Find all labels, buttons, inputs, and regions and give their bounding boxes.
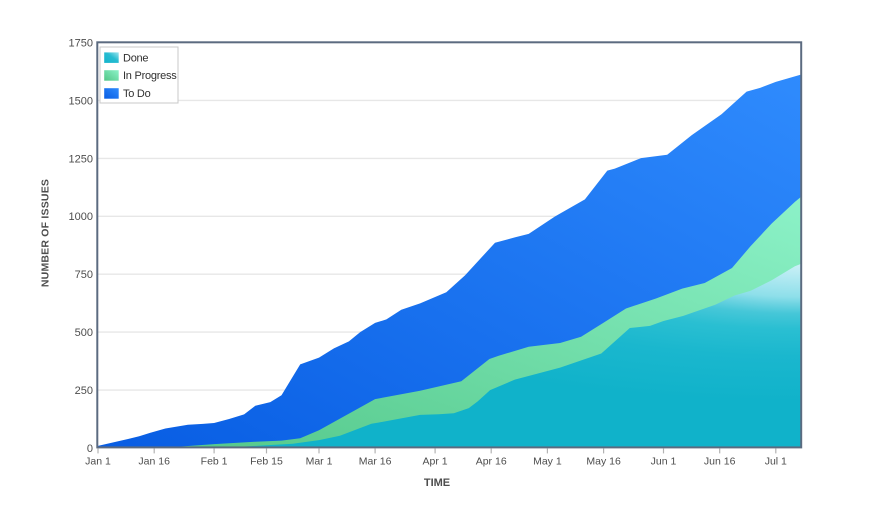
svg-text:1750: 1750 xyxy=(69,37,93,49)
svg-text:Feb 1: Feb 1 xyxy=(201,455,228,467)
svg-text:Jan 1: Jan 1 xyxy=(85,455,111,467)
svg-text:250: 250 xyxy=(75,385,93,397)
svg-text:Mar 16: Mar 16 xyxy=(359,455,392,467)
svg-text:Jun 16: Jun 16 xyxy=(704,455,736,467)
svg-text:Apr 1: Apr 1 xyxy=(423,455,448,467)
svg-text:NUMBER OF ISSUES: NUMBER OF ISSUES xyxy=(40,179,52,287)
svg-text:750: 750 xyxy=(75,269,93,281)
svg-text:TIME: TIME xyxy=(424,477,450,489)
svg-text:Jun 1: Jun 1 xyxy=(651,455,677,467)
svg-text:1500: 1500 xyxy=(69,95,93,107)
svg-text:In Progress: In Progress xyxy=(123,70,177,82)
svg-text:Feb 15: Feb 15 xyxy=(250,455,283,467)
svg-text:Jul 1: Jul 1 xyxy=(765,455,787,467)
svg-text:1250: 1250 xyxy=(69,153,93,165)
svg-text:0: 0 xyxy=(87,443,93,455)
svg-text:Apr 16: Apr 16 xyxy=(476,455,507,467)
svg-text:1000: 1000 xyxy=(69,211,93,223)
svg-text:Jan 16: Jan 16 xyxy=(138,455,170,467)
svg-text:Mar 1: Mar 1 xyxy=(306,455,333,467)
svg-text:Done: Done xyxy=(123,52,148,64)
svg-text:May 1: May 1 xyxy=(533,455,562,467)
svg-text:To Do: To Do xyxy=(123,88,151,100)
svg-text:500: 500 xyxy=(75,327,93,339)
svg-text:May 16: May 16 xyxy=(586,455,621,467)
